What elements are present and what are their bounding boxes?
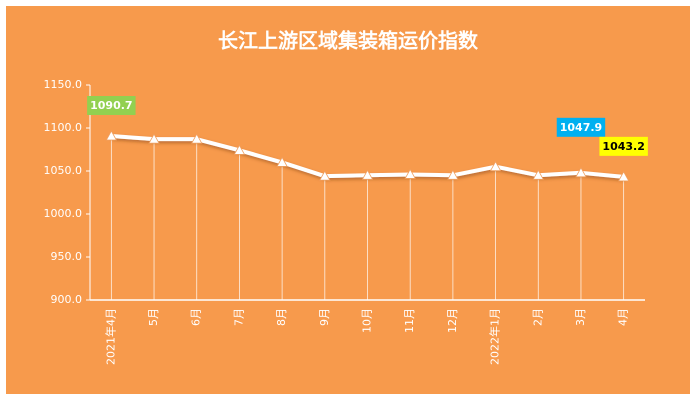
y-tick-label: 950.0 [51, 250, 83, 263]
data-label-box [87, 95, 136, 115]
x-tick-label: 12月 [446, 308, 459, 333]
chart-title: 长江上游区域集装箱运价指数 [218, 29, 479, 53]
data-point [191, 133, 203, 144]
data-point [617, 171, 630, 182]
x-tick-label: 10月 [361, 308, 374, 333]
x-tick-label: 2月 [531, 308, 544, 326]
data-point [489, 160, 502, 172]
data-label: 1047.9 [556, 117, 606, 137]
data-point [447, 169, 459, 180]
x-tick-label: 2022年1月 [488, 308, 502, 365]
x-tick-label: 5月 [147, 308, 160, 326]
data-label-text: 1047.9 [560, 121, 602, 134]
y-tick-label: 1150.0 [44, 78, 83, 91]
y-tick-label: 1050.0 [44, 164, 83, 177]
x-tick-label: 3月 [574, 308, 587, 326]
data-point [105, 130, 118, 141]
x-tick-label: 2021年4月 [103, 308, 117, 365]
data-label-text: 1090.7 [90, 99, 132, 112]
data-point [404, 168, 416, 179]
x-tick-label: 6月 [190, 308, 203, 326]
x-tick-label: 11月 [403, 308, 416, 333]
x-tick-label: 7月 [232, 308, 245, 326]
x-tick-label: 9月 [318, 308, 331, 326]
chart-background [6, 6, 690, 394]
data-point [233, 144, 246, 155]
data-label: 1043.2 [599, 136, 648, 156]
data-point [276, 156, 288, 167]
data-label-box [599, 136, 648, 156]
data-point [532, 169, 544, 180]
data-label: 1090.7 [87, 95, 136, 115]
data-point [319, 170, 331, 181]
data-label-text: 1043.2 [602, 140, 644, 153]
data-point [575, 166, 587, 178]
data-point [361, 169, 374, 180]
y-tick-label: 900.0 [51, 293, 83, 306]
y-tick-label: 1000.0 [44, 207, 83, 220]
data-label-box [556, 117, 606, 137]
data-point [148, 133, 160, 144]
x-tick-label: 4月 [617, 308, 630, 326]
y-tick-label: 1100.0 [44, 121, 83, 134]
x-tick-label: 8月 [275, 308, 288, 326]
